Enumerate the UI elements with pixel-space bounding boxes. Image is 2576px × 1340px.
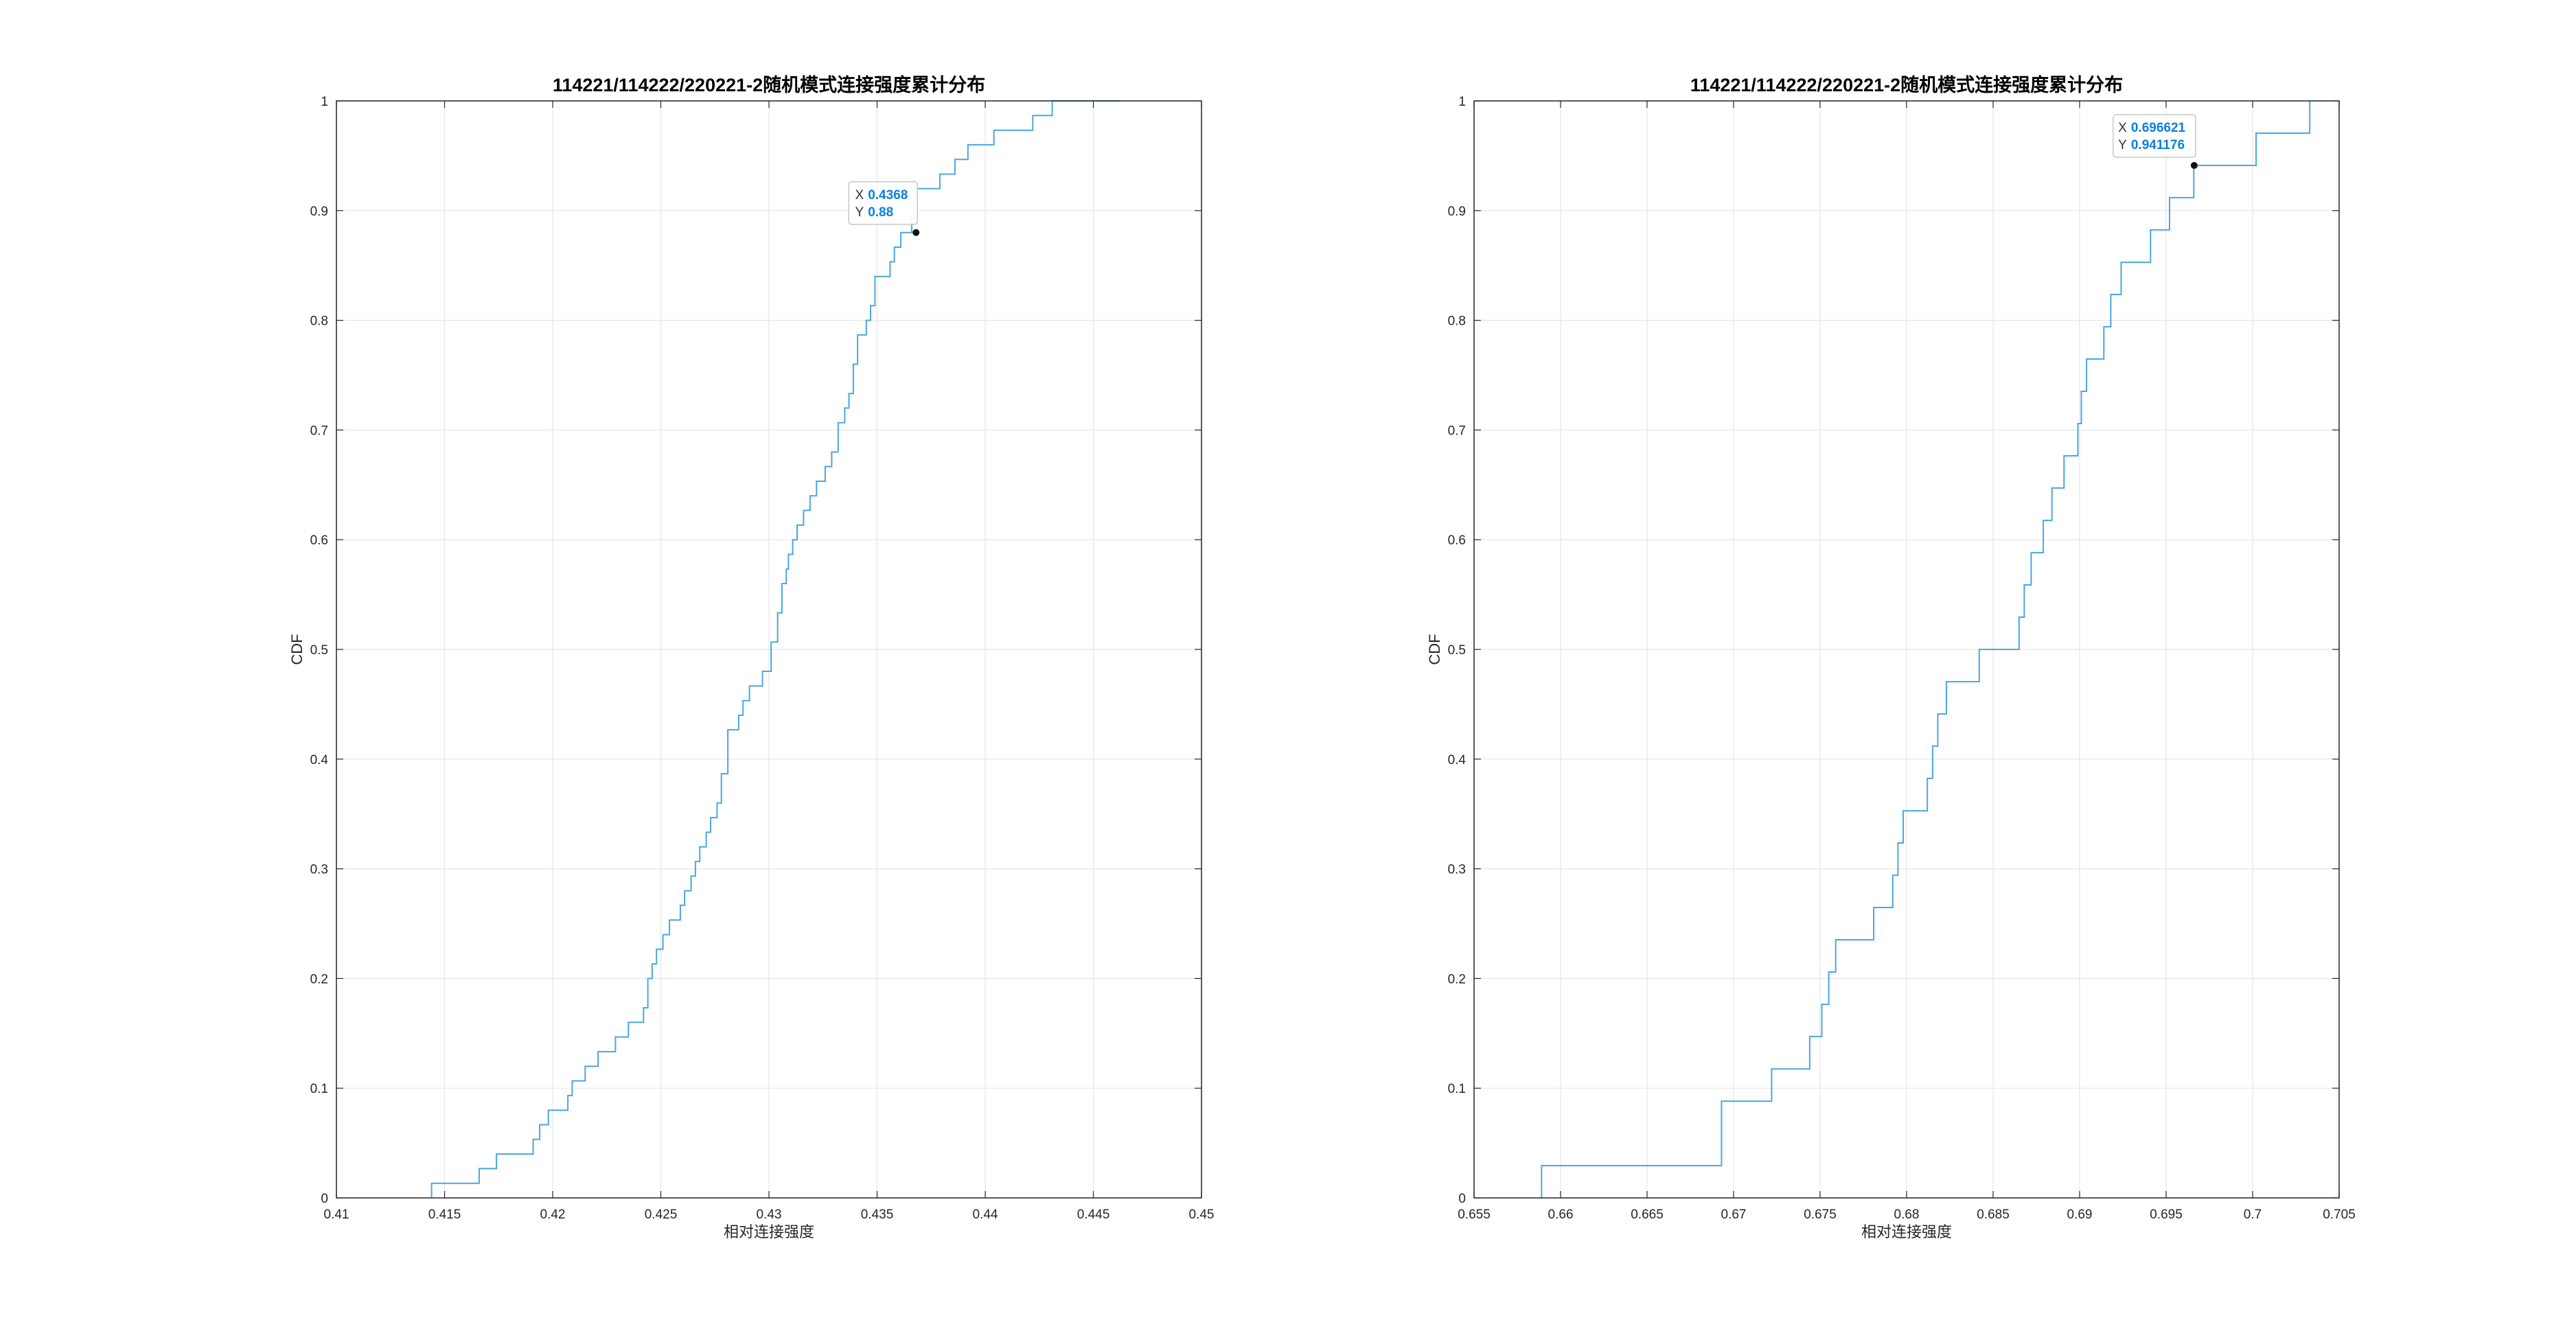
right-ytick-label: 0.6 <box>1448 533 1466 548</box>
left-ytick-label: 0.7 <box>310 424 328 438</box>
left-cdf-step-line <box>430 100 1120 1198</box>
right-datatip-box <box>2113 114 2196 158</box>
right-xtick-label: 0.655 <box>1458 1208 1491 1222</box>
right-datatip-x-key: X <box>2118 121 2127 135</box>
left-grid <box>336 100 1202 1199</box>
right-grid <box>1473 100 2340 1199</box>
right-ticks: 0.655 0.66 0.665 0.67 0.675 0.68 0.685 0.69 0.69… <box>1448 95 2356 1222</box>
right-datatip-marker <box>2190 162 2198 170</box>
left-xtick-label: 0.445 <box>1077 1208 1110 1222</box>
left-ytick-label: 0.1 <box>310 1082 328 1096</box>
left-xtick-label: 0.44 <box>973 1208 998 1222</box>
left-xtick-label: 0.425 <box>645 1208 678 1222</box>
left-datatip-x-key: X <box>855 188 864 203</box>
left-x-axis-label: 相对连接强度 <box>724 1223 814 1240</box>
right-y-axis-label: CDF <box>1426 634 1443 665</box>
left-ytick-label: 0.6 <box>310 533 328 548</box>
left-ytick-label: 0 <box>321 1192 328 1206</box>
right-xtick-label: 0.675 <box>1804 1208 1837 1222</box>
right-ytick-label: 0.5 <box>1448 643 1466 658</box>
right-xtick-label: 0.66 <box>1548 1208 1574 1222</box>
left-ytick-label: 0.8 <box>310 314 328 329</box>
left-ytick-label: 0.3 <box>310 863 328 877</box>
left-y-axis-label: CDF <box>288 634 306 665</box>
left-datatip-y-value: 0.88 <box>868 205 893 220</box>
left-ticks: 0.41 0.415 0.42 0.425 0.43 0.435 0.44 0.445 0.45… <box>310 95 1215 1222</box>
right-ytick-label: 0.4 <box>1448 753 1467 767</box>
left-xtick-label: 0.45 <box>1189 1208 1215 1222</box>
left-axes-box <box>336 100 1202 1199</box>
right-xtick-label: 0.695 <box>2150 1208 2183 1222</box>
right-ytick-label: 0.2 <box>1448 972 1466 986</box>
left-ytick-label: 0.2 <box>310 972 328 986</box>
left-ytick-label: 0.5 <box>310 643 328 658</box>
left-ytick-label: 0.9 <box>310 205 328 219</box>
right-cdf-step-line <box>1541 101 2311 1198</box>
right-cdf-plot[interactable]: 0.655 0.66 0.665 0.67 0.675 0.68 0.685 0.69 0.69… <box>1426 74 2356 1240</box>
right-ytick-label: 0.8 <box>1448 314 1466 329</box>
right-xtick-label: 0.68 <box>1894 1208 1920 1222</box>
left-datatip-y-key: Y <box>855 205 864 220</box>
left-xtick-label: 0.43 <box>757 1208 782 1222</box>
right-xtick-label: 0.705 <box>2323 1208 2356 1222</box>
left-xtick-label: 0.435 <box>861 1208 894 1222</box>
left-series <box>430 100 1120 1198</box>
left-ytick-label: 1 <box>321 95 328 109</box>
right-ytick-label: 0 <box>1458 1192 1466 1206</box>
right-ytick-label: 0.3 <box>1448 863 1466 877</box>
right-xtick-label: 0.69 <box>2067 1208 2093 1222</box>
left-datatip-marker <box>912 229 920 236</box>
right-ytick-label: 1 <box>1458 95 1466 109</box>
left-xtick-label: 0.41 <box>324 1208 349 1222</box>
right-datatip[interactable]: X 0.696621 Y 0.941176 <box>2113 114 2198 170</box>
right-xtick-label: 0.67 <box>1721 1208 1747 1222</box>
left-ytick-label: 0.4 <box>310 753 329 767</box>
right-datatip-y-value: 0.941176 <box>2131 138 2185 152</box>
right-ytick-label: 0.1 <box>1448 1082 1466 1096</box>
right-x-axis-label: 相对连接强度 <box>1861 1223 1952 1240</box>
right-xtick-label: 0.7 <box>2244 1208 2262 1222</box>
right-ytick-label: 0.9 <box>1448 205 1466 219</box>
left-datatip-x-value: 0.4368 <box>868 188 908 203</box>
right-datatip-x-value: 0.696621 <box>2131 121 2186 135</box>
left-xtick-label: 0.42 <box>540 1208 566 1222</box>
left-datatip-box <box>848 181 918 225</box>
left-cdf-plot[interactable]: 0.41 0.415 0.42 0.425 0.43 0.435 0.44 0.445 0.45… <box>288 74 1214 1240</box>
right-chart-title: 114221/114222/220221-2随机模式连接强度累计分布 <box>1690 74 2123 95</box>
right-xtick-label: 0.665 <box>1631 1208 1664 1222</box>
right-datatip-y-key: Y <box>2118 138 2127 152</box>
right-xtick-label: 0.685 <box>1977 1208 2010 1222</box>
left-xtick-label: 0.415 <box>428 1208 461 1222</box>
right-axes-box <box>1473 100 2340 1199</box>
left-datatip[interactable]: X 0.4368 Y 0.88 <box>848 181 920 236</box>
right-ytick-label: 0.7 <box>1448 424 1466 438</box>
left-chart-title: 114221/114222/220221-2随机模式连接强度累计分布 <box>553 74 985 95</box>
right-series <box>1541 101 2311 1198</box>
